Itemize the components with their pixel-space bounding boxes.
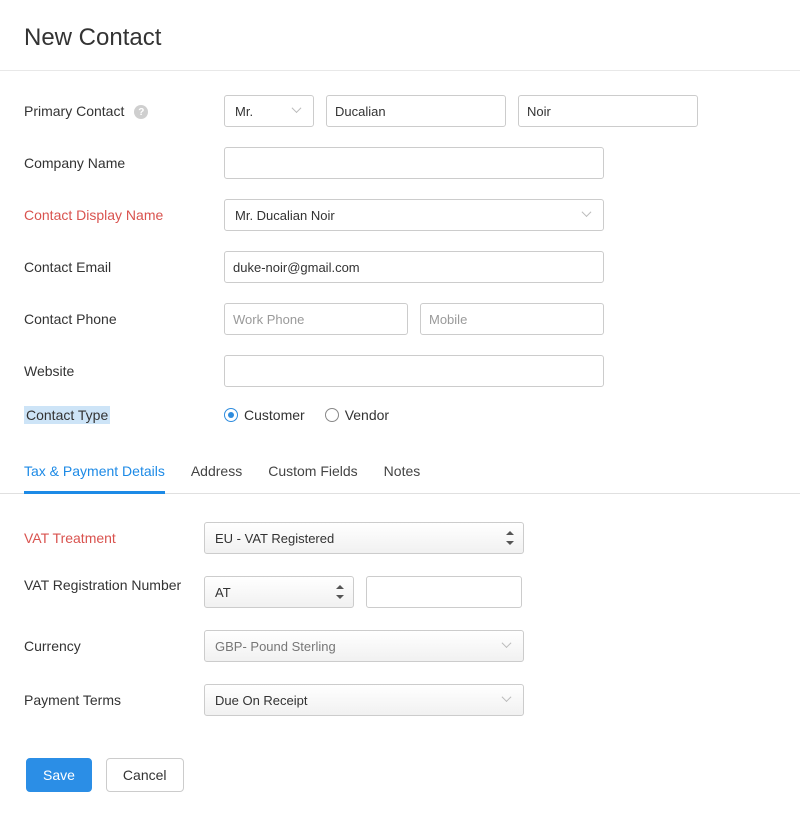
label-company-name: Company Name	[24, 155, 224, 171]
save-button[interactable]: Save	[26, 758, 92, 792]
label-website: Website	[24, 363, 224, 379]
fields-primary-contact: Mr.	[224, 95, 698, 127]
vat-treatment-value: EU - VAT Registered	[215, 531, 334, 546]
row-primary-contact: Primary Contact ? Mr.	[24, 95, 776, 127]
website-input[interactable]	[224, 355, 604, 387]
row-vat-reg: VAT Registration Number AT	[24, 576, 776, 608]
tab-tax-payment[interactable]: Tax & Payment Details	[24, 453, 165, 494]
row-vat-treatment: VAT Treatment EU - VAT Registered	[24, 522, 776, 554]
row-contact-type: Contact Type Customer Vendor	[24, 407, 776, 423]
label-contact-phone: Contact Phone	[24, 311, 224, 327]
vat-reg-number-input[interactable]	[366, 576, 522, 608]
footer-actions: Save Cancel	[0, 746, 800, 816]
chevron-down-icon	[503, 641, 513, 651]
cancel-button[interactable]: Cancel	[106, 758, 184, 792]
radio-customer[interactable]: Customer	[224, 407, 305, 423]
label-payment-terms: Payment Terms	[24, 691, 204, 709]
vat-reg-country-select[interactable]: AT	[204, 576, 354, 608]
new-contact-page: New Contact Primary Contact ? Mr. Compan…	[0, 0, 800, 816]
radio-icon	[224, 408, 238, 422]
label-text-contact-type: Contact Type	[24, 406, 110, 424]
label-primary-contact: Primary Contact ?	[24, 103, 224, 119]
last-name-input[interactable]	[518, 95, 698, 127]
company-name-input[interactable]	[224, 147, 604, 179]
chevron-down-icon	[583, 210, 593, 220]
vat-treatment-select[interactable]: EU - VAT Registered	[204, 522, 524, 554]
radio-vendor[interactable]: Vendor	[325, 407, 389, 423]
label-contact-type: Contact Type	[24, 407, 224, 423]
tab-address[interactable]: Address	[191, 453, 242, 494]
contact-email-input[interactable]	[224, 251, 604, 283]
vat-reg-country-value: AT	[215, 585, 231, 600]
label-contact-email: Contact Email	[24, 259, 224, 275]
row-contact-phone: Contact Phone	[24, 303, 776, 335]
row-currency: Currency GBP- Pound Sterling	[24, 630, 776, 662]
mobile-phone-input[interactable]	[420, 303, 604, 335]
label-currency: Currency	[24, 637, 204, 655]
currency-value: GBP- Pound Sterling	[215, 639, 336, 654]
row-contact-email: Contact Email	[24, 251, 776, 283]
chevron-down-icon	[293, 106, 303, 116]
contact-type-radio-group: Customer Vendor	[224, 407, 389, 423]
label-vat-treatment: VAT Treatment	[24, 529, 204, 547]
payment-terms-value: Due On Receipt	[215, 693, 308, 708]
tabs-bar: Tax & Payment Details Address Custom Fie…	[0, 453, 800, 494]
payment-terms-select[interactable]: Due On Receipt	[204, 684, 524, 716]
row-display-name: Contact Display Name Mr. Ducalian Noir	[24, 199, 776, 231]
updown-icon	[505, 531, 515, 545]
salutation-value: Mr.	[235, 104, 253, 119]
work-phone-input[interactable]	[224, 303, 408, 335]
label-text-primary-contact: Primary Contact	[24, 103, 124, 119]
updown-icon	[335, 585, 345, 599]
tab-notes[interactable]: Notes	[384, 453, 421, 494]
display-name-select[interactable]: Mr. Ducalian Noir	[224, 199, 604, 231]
form-area: Primary Contact ? Mr. Company Name Conta…	[0, 71, 800, 423]
row-payment-terms: Payment Terms Due On Receipt	[24, 684, 776, 716]
salutation-select[interactable]: Mr.	[224, 95, 314, 127]
chevron-down-icon	[503, 695, 513, 705]
label-display-name: Contact Display Name	[24, 207, 224, 223]
label-vat-reg: VAT Registration Number	[24, 576, 204, 594]
row-company-name: Company Name	[24, 147, 776, 179]
tax-payment-panel: VAT Treatment EU - VAT Registered VAT Re…	[0, 494, 800, 746]
tab-custom-fields[interactable]: Custom Fields	[268, 453, 357, 494]
page-title: New Contact	[0, 0, 800, 71]
radio-label-customer: Customer	[244, 407, 305, 423]
radio-icon	[325, 408, 339, 422]
display-name-value: Mr. Ducalian Noir	[235, 208, 335, 223]
radio-label-vendor: Vendor	[345, 407, 389, 423]
help-icon[interactable]: ?	[134, 105, 148, 119]
row-website: Website	[24, 355, 776, 387]
currency-select[interactable]: GBP- Pound Sterling	[204, 630, 524, 662]
first-name-input[interactable]	[326, 95, 506, 127]
